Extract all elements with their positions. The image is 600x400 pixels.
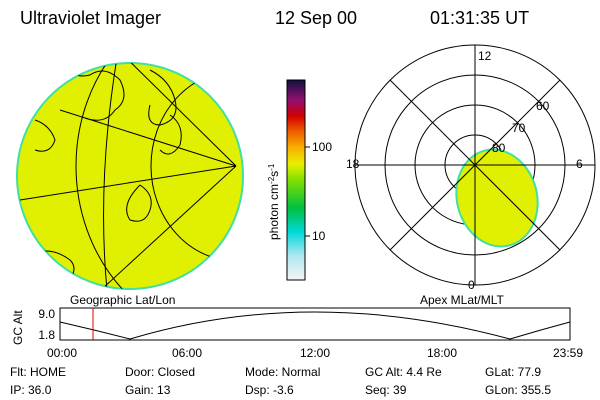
polar-label: Apex MLat/MLT: [420, 293, 504, 307]
status-field: GLat: 77.9: [485, 365, 541, 379]
map-grid: [19, 63, 243, 289]
timeline-axis-label: GC Alt: [11, 310, 25, 345]
lat-label: 60: [536, 99, 550, 113]
date: 12 Sep 00: [275, 8, 357, 28]
status-field: Gain: 13: [125, 383, 171, 397]
x-label: 23:59: [553, 346, 583, 360]
x-label: 12:00: [300, 346, 330, 360]
lat-label: 70: [512, 121, 526, 135]
unit: s: [267, 171, 281, 177]
y-label: 1.8: [38, 328, 55, 342]
status-field: GC Alt: 4.4 Re: [365, 365, 442, 379]
hour-label: 6: [576, 157, 583, 171]
title: Ultraviolet Imager: [20, 8, 161, 28]
unit-exp: -1: [267, 163, 276, 171]
unit: photon cm: [267, 184, 281, 240]
polar-spokes: [355, 45, 595, 285]
hour-label: 0: [468, 278, 475, 292]
hour-label: 18: [346, 157, 360, 171]
auroral-oval: [455, 148, 539, 248]
altitude-curve: [59, 311, 571, 340]
colorbar-tick-label: 100: [312, 140, 332, 154]
unit-exp: -2: [267, 176, 276, 184]
status-field: GLon: 355.5: [485, 383, 551, 397]
map-panel: [16, 62, 244, 290]
hour-label: 12: [478, 49, 492, 63]
map-label: Geographic Lat/Lon: [70, 293, 175, 307]
status-field: Flt: HOME: [10, 365, 66, 379]
colorbar-label: photon cm-2s-1: [267, 163, 281, 240]
status-field: Dsp: -3.6: [245, 383, 294, 397]
x-label: 00:00: [47, 346, 77, 360]
lat-label: 80: [492, 141, 506, 155]
status-field: IP: 36.0: [10, 383, 52, 397]
colorbar-tick-label: 10: [312, 229, 326, 243]
status-field: Seq: 39: [365, 383, 407, 397]
status-field: Mode: Normal: [245, 365, 320, 379]
image-disk: [16, 62, 244, 290]
timeline-frame: [59, 307, 571, 341]
x-label: 18:00: [427, 346, 457, 360]
x-labels: 00:00 06:00 12:00 18:00 23:59: [47, 346, 583, 360]
y-label: 9.0: [38, 307, 55, 321]
time: 01:31:35 UT: [430, 8, 529, 28]
x-label: 06:00: [172, 346, 202, 360]
status-field: Door: Closed: [125, 365, 195, 379]
status: Flt: HOME Door: Closed Mode: Normal GC Alt:…: [10, 365, 551, 397]
colorbar: [286, 79, 306, 281]
